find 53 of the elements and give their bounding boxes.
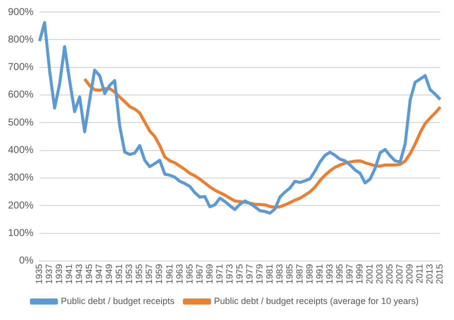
y-tick-label: 300% (8, 172, 34, 184)
x-tick-label: 1961 (164, 264, 174, 284)
x-tick-label: 2013 (424, 264, 435, 284)
y-tick-label: 900% (8, 6, 34, 18)
x-tick-label: 2009 (404, 264, 415, 284)
legend-label: Public debt / budget receipts (60, 296, 175, 306)
x-tick-label: 1963 (174, 264, 184, 284)
x-tick-label: 1951 (114, 264, 124, 284)
x-tick-label: 2001 (364, 264, 375, 284)
x-tick-label: 1935 (34, 264, 44, 284)
x-tick-label: 1937 (44, 264, 54, 284)
x-tick-label: 1991 (314, 264, 324, 284)
x-tick-label: 1941 (64, 264, 74, 284)
x-tick-label: 1965 (184, 264, 194, 284)
x-tick-label: 1967 (194, 264, 204, 284)
x-tick-label: 2003 (374, 264, 385, 284)
x-tick-label: 1979 (254, 264, 264, 284)
x-tick-label: 1975 (234, 264, 244, 284)
y-tick-label: 700% (8, 62, 34, 74)
y-tick-label: 200% (8, 200, 34, 212)
y-tick-label: 400% (8, 145, 34, 156)
x-tick-label: 1971 (214, 264, 224, 284)
x-tick-label: 2011 (414, 264, 425, 284)
x-tick-label: 1949 (104, 264, 114, 284)
y-tick-label: 100% (8, 228, 34, 240)
y-tick-label: 500% (8, 117, 34, 128)
legend-label: Public debt / budget receipts (average for 10 years) (214, 296, 419, 306)
x-tick-label: 1957 (144, 264, 154, 284)
y-tick-label: 0% (19, 256, 34, 267)
x-tick-label: 1995 (334, 264, 345, 284)
x-tick-label: 1939 (54, 264, 64, 284)
x-tick-label: 1985 (284, 264, 294, 284)
x-tick-label: 1945 (84, 264, 94, 284)
x-tick-label: 1977 (244, 264, 254, 284)
x-tick-label: 1969 (204, 264, 214, 284)
x-tick-label: 1947 (94, 264, 104, 284)
x-tick-label: 1983 (274, 264, 284, 284)
x-tick-label: 1943 (74, 264, 84, 284)
x-tick-label: 1959 (154, 264, 164, 284)
x-tick-label: 1997 (344, 264, 355, 284)
x-tick-label: 1953 (124, 264, 134, 284)
y-tick-label: 600% (8, 90, 34, 101)
x-tick-label: 1981 (264, 264, 274, 284)
x-tick-label: 1993 (324, 264, 335, 284)
x-tick-label: 2015 (434, 264, 445, 284)
x-tick-label: 2007 (394, 264, 405, 284)
y-tick-label: 800% (8, 34, 34, 46)
x-tick-label: 1987 (294, 264, 304, 284)
x-tick-label: 1999 (354, 264, 365, 284)
x-tick-label: 1973 (224, 264, 234, 284)
x-tick-label: 1989 (304, 264, 314, 284)
x-tick-label: 2005 (384, 264, 395, 284)
x-tick-label: 1955 (134, 264, 144, 284)
